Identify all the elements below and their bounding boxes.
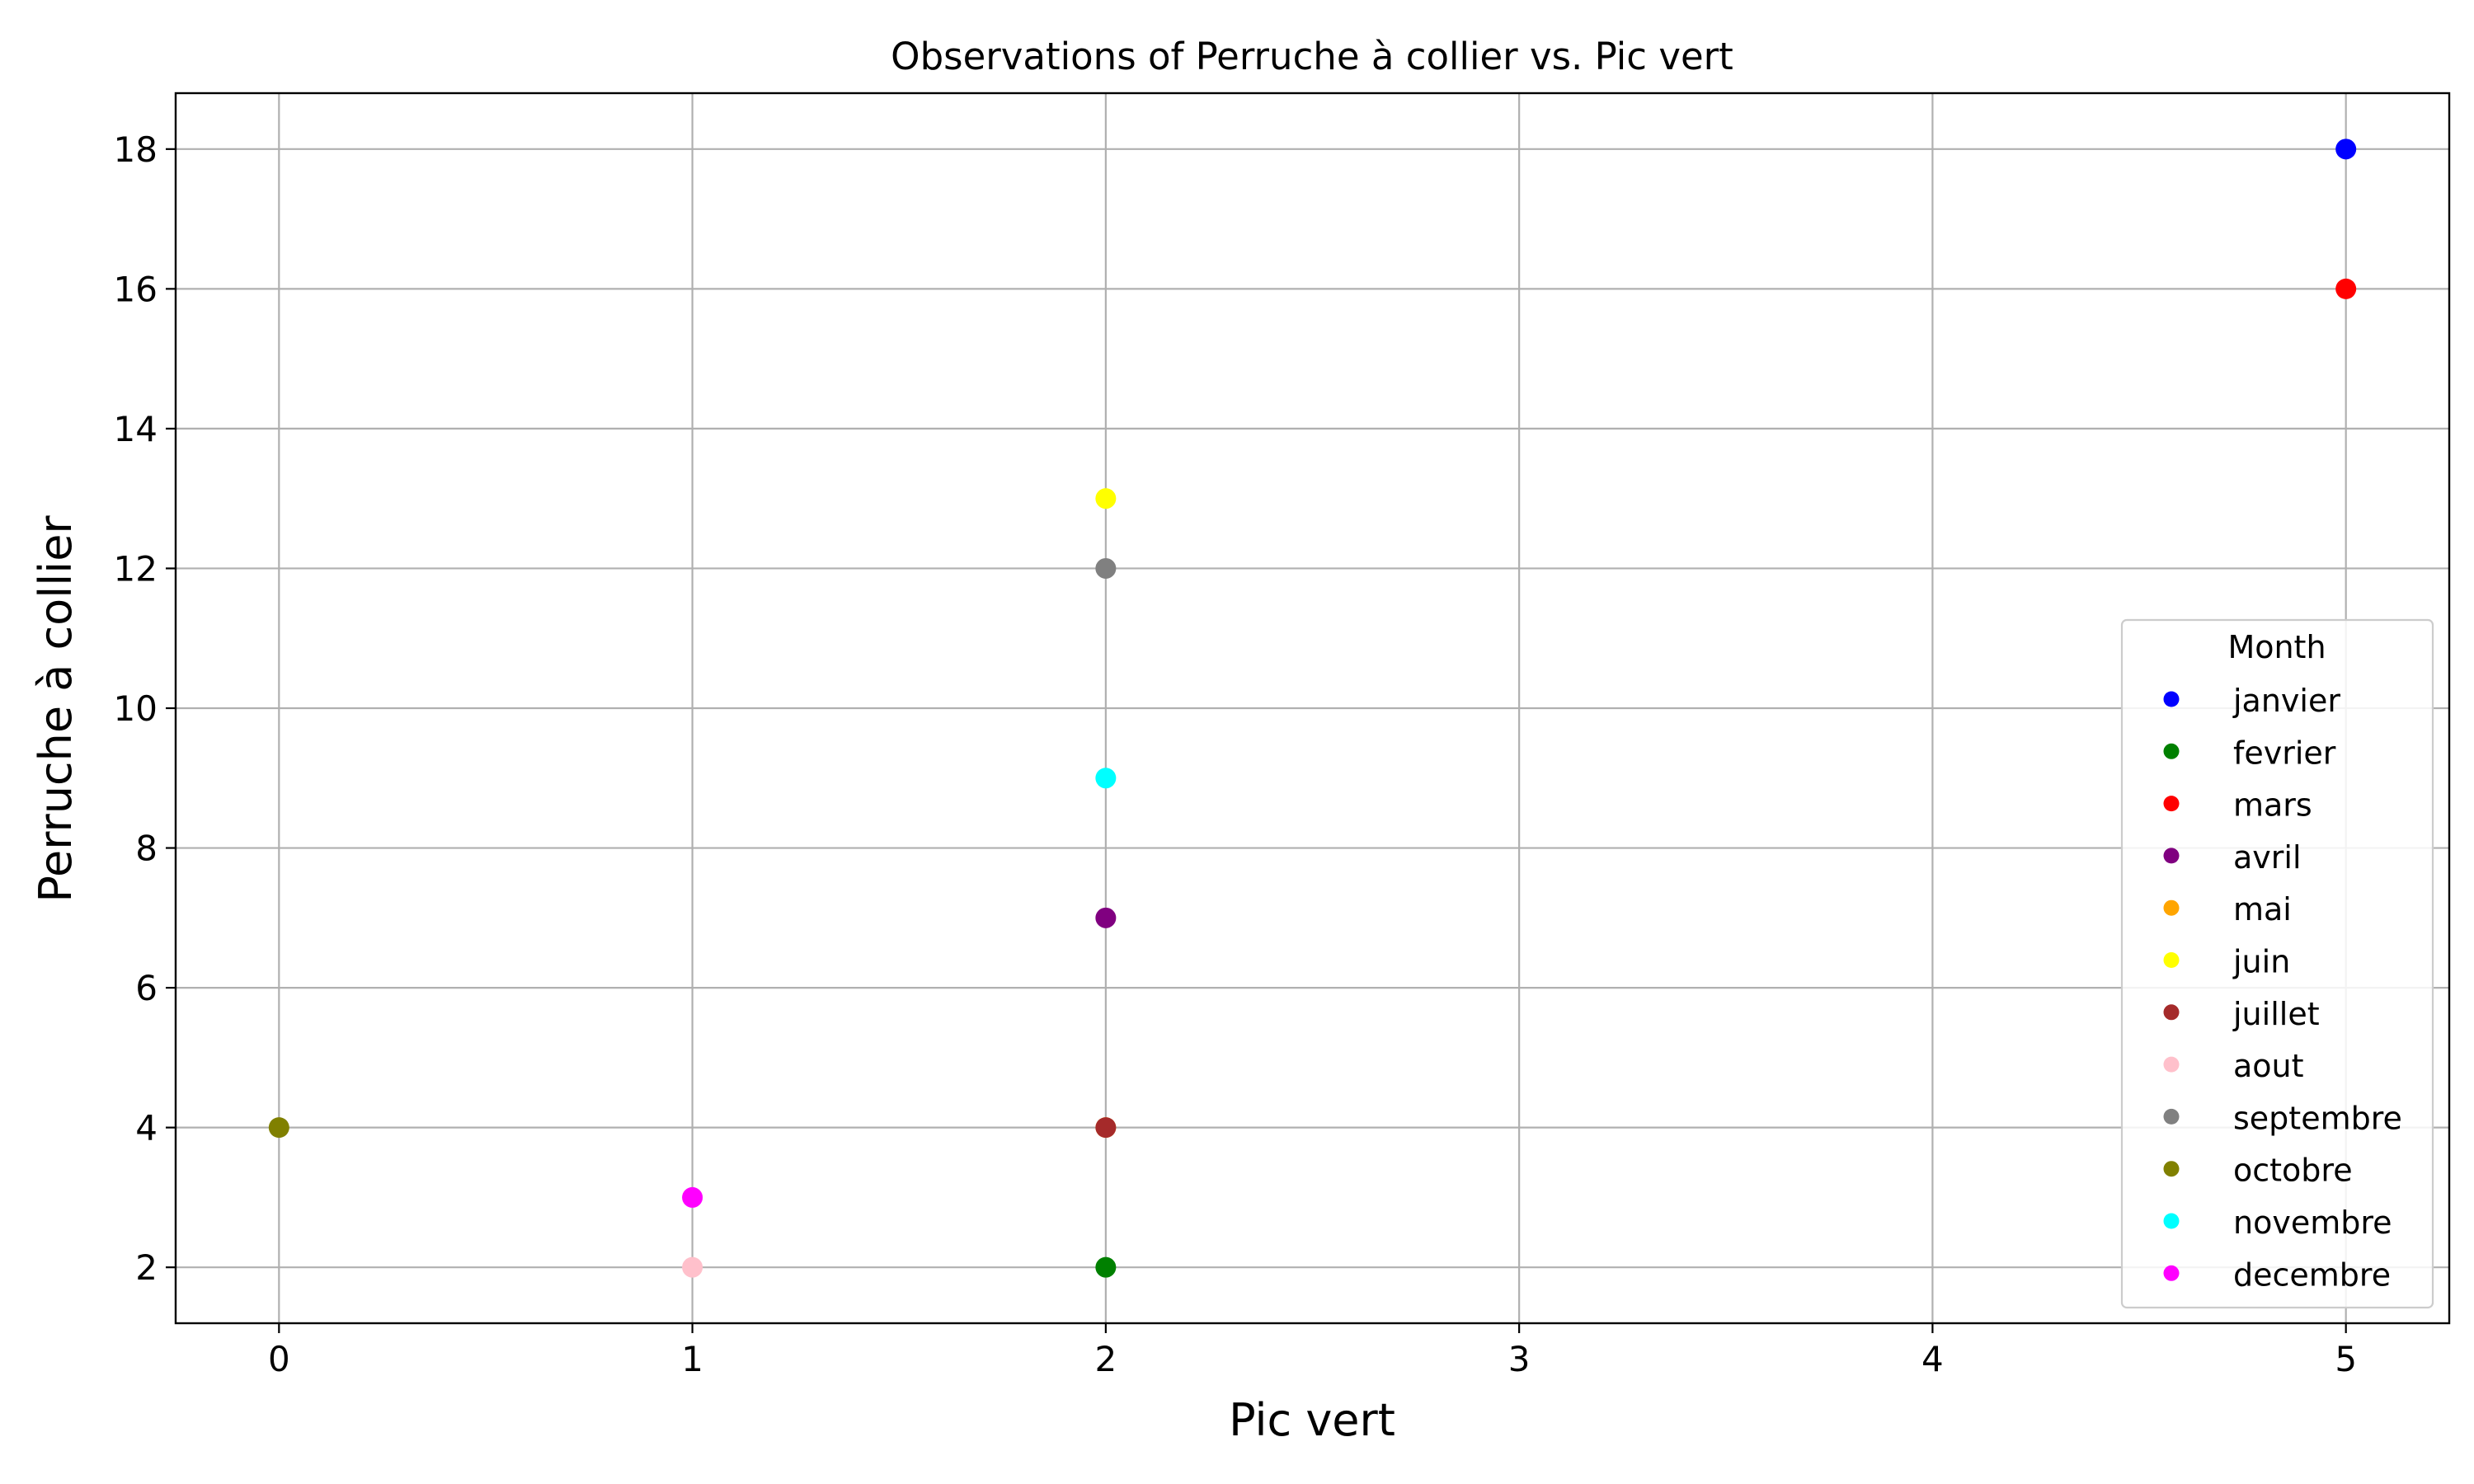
x-tick-label: 0 — [268, 1339, 290, 1379]
legend-label-mai: mai — [2233, 891, 2292, 928]
legend-marker-mai — [2163, 899, 2180, 916]
y-tick-label: 4 — [135, 1108, 158, 1148]
legend-label-juin: juin — [2232, 944, 2290, 980]
y-tick-label: 16 — [114, 269, 158, 309]
legend-marker-avril — [2163, 848, 2180, 864]
legend-label-avril: avril — [2233, 839, 2302, 876]
legend-marker-mars — [2163, 796, 2180, 812]
y-tick-label: 2 — [135, 1247, 158, 1288]
legend-box — [2120, 618, 2434, 1309]
legend-marker-aout — [2163, 1056, 2180, 1073]
y-tick-label: 18 — [114, 129, 158, 170]
legend-label-mars: mars — [2233, 787, 2312, 824]
grid — [176, 93, 2449, 1323]
x-tick-label: 5 — [2335, 1339, 2357, 1379]
y-tick-label: 10 — [114, 688, 158, 729]
y-tick-label: 14 — [114, 409, 158, 449]
legend-marker-juin — [2163, 952, 2180, 968]
x-axis-label: Pic vert — [1229, 1394, 1395, 1446]
x-tick-label: 3 — [1508, 1339, 1531, 1379]
legend-marker-fevrier — [2163, 743, 2180, 759]
legend-title: Month — [2227, 629, 2326, 665]
x-tick-label: 4 — [1921, 1339, 1944, 1379]
legend-label-octobre: octobre — [2233, 1153, 2353, 1189]
data-points — [268, 139, 2357, 1278]
legend-marker-novembre — [2163, 1213, 2180, 1229]
legend-label-decembre: decembre — [2233, 1256, 2391, 1293]
chart-title: Observations of Perruche à collier vs. P… — [891, 35, 1733, 78]
data-point-octobre — [268, 1117, 289, 1139]
y-tick-label: 12 — [114, 548, 158, 589]
plot-frame — [174, 92, 2451, 1325]
legend-marker-septembre — [2163, 1108, 2180, 1125]
data-point-juin — [1095, 488, 1117, 510]
y-axis-label: Perruche à collier — [30, 515, 82, 903]
y-tick-label: 8 — [135, 829, 158, 869]
data-point-avril — [1095, 907, 1117, 928]
legend-label-aout: aout — [2233, 1048, 2304, 1084]
legend-marker-janvier — [2163, 691, 2180, 707]
legend-label-novembre: novembre — [2233, 1205, 2392, 1241]
legend-label-juillet: juillet — [2232, 996, 2320, 1032]
data-point-decembre — [682, 1186, 703, 1208]
x-tick-label: 2 — [1094, 1339, 1117, 1379]
data-point-aout — [682, 1256, 703, 1278]
data-point-novembre — [1095, 768, 1117, 789]
y-tick-label: 6 — [135, 968, 158, 1008]
data-point-septembre — [1095, 557, 1117, 579]
legend-label-janvier: janvier — [2232, 683, 2340, 719]
data-point-janvier — [2335, 139, 2357, 160]
data-point-juillet — [1095, 1117, 1117, 1139]
x-tick-label: 1 — [681, 1339, 703, 1379]
legend-marker-octobre — [2163, 1161, 2180, 1177]
legend: Month janvier fevrier mars avril mai juin juill… — [2120, 618, 2434, 1309]
legend-marker-decembre — [2163, 1265, 2180, 1281]
data-point-fevrier — [1095, 1256, 1117, 1278]
legend-label-septembre: septembre — [2233, 1100, 2402, 1136]
legend-marker-juillet — [2163, 1004, 2180, 1021]
legend-label-fevrier: fevrier — [2233, 735, 2336, 771]
data-point-mars — [2335, 278, 2357, 299]
